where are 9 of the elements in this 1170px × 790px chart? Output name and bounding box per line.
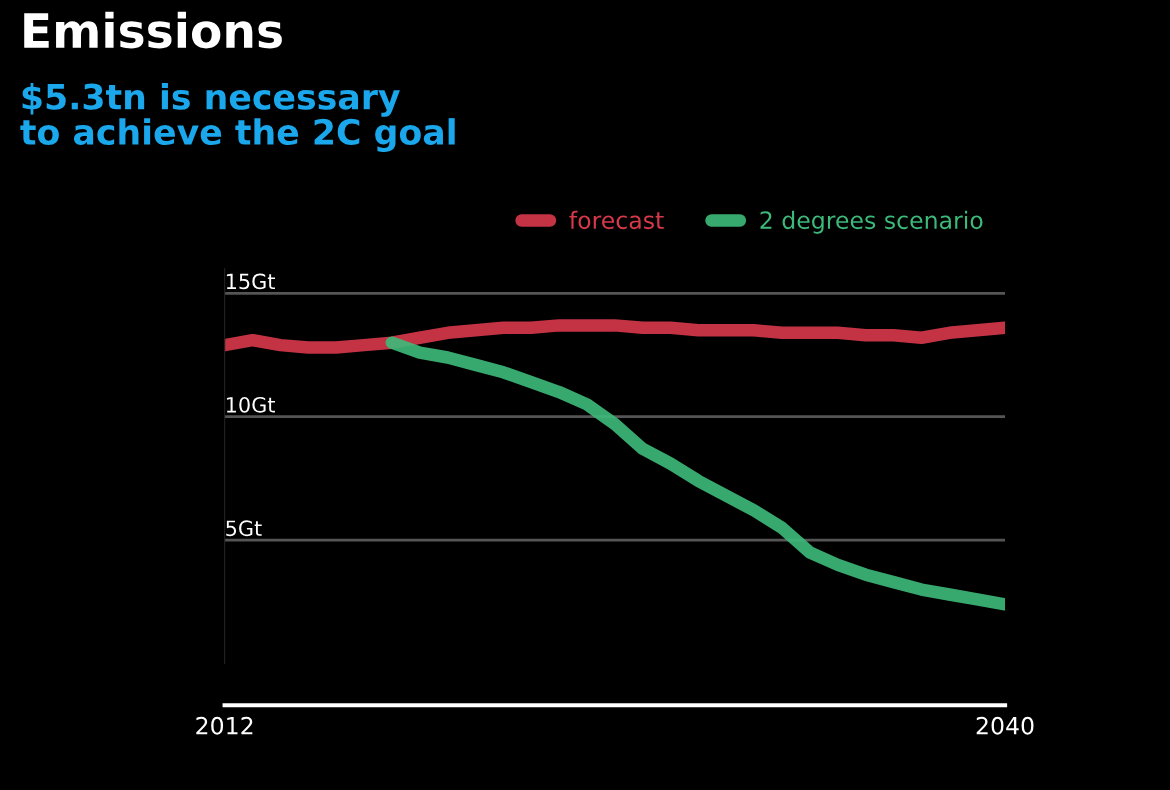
y-tick-label: 5Gt <box>226 520 262 537</box>
y-tick-label: 15Gt <box>226 273 275 290</box>
y-tick-label: 10Gt <box>226 396 275 413</box>
legend-label: forecast <box>569 210 664 230</box>
legend-label: 2 degrees scenario <box>760 210 983 234</box>
x-tick-label: 2040 <box>976 716 1034 735</box>
chart-subtitle: $5.3tn is necessary to achieve the 2C goal <box>20 82 455 153</box>
chart-title: Emissions <box>24 11 282 49</box>
x-tick-label: 2012 <box>196 716 253 735</box>
